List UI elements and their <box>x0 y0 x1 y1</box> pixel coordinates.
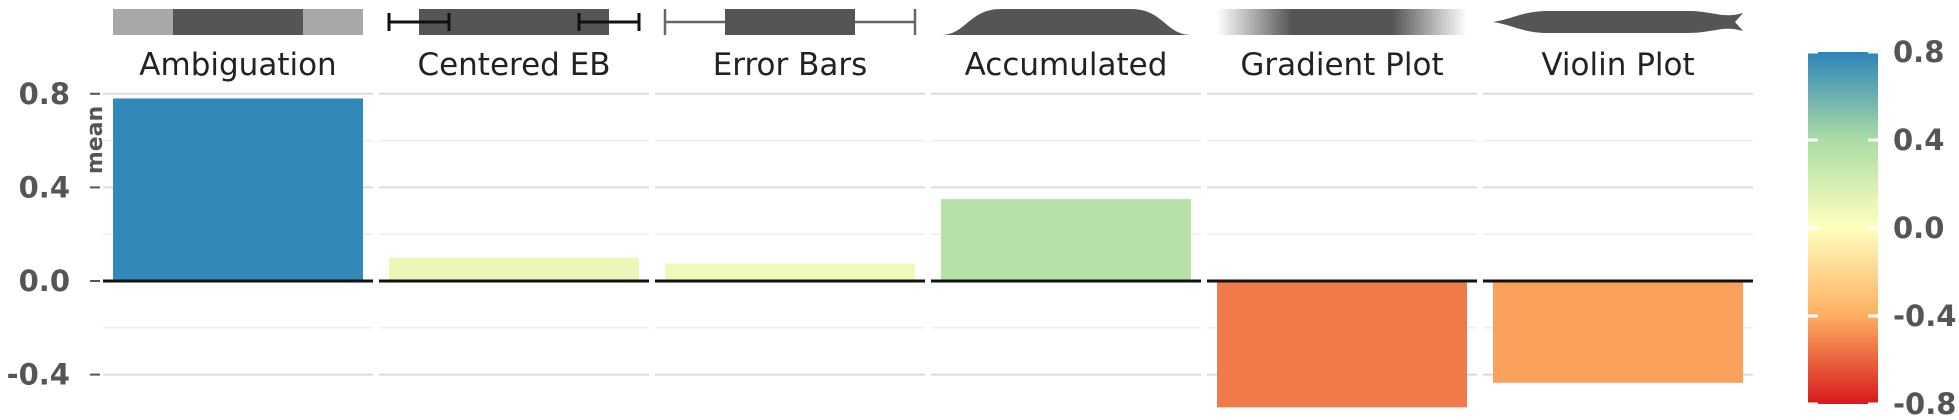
y-axis-ticks: 0.8 0.4 0.0 -0.4 <box>7 77 100 392</box>
bar <box>941 199 1191 281</box>
accumulated-icon <box>941 9 1191 35</box>
error-bars-icon <box>663 9 917 35</box>
bar <box>113 98 363 281</box>
violin-plot-icon <box>1493 11 1743 33</box>
color-legend: 0.8 0.4 0.0 -0.4 -0.8 <box>1808 35 1956 420</box>
panel-centered-eb: Centered EB <box>379 9 649 376</box>
panel-title: Ambiguation <box>139 47 336 83</box>
panel-title: Centered EB <box>417 47 610 83</box>
colorbar-tick-label: 0.4 <box>1893 123 1944 157</box>
bar <box>665 263 915 281</box>
panel-accumulated: Accumulated <box>931 9 1201 376</box>
bar <box>1493 281 1743 383</box>
y-tick-label: -0.4 <box>7 358 70 392</box>
colorbar-tick-label: -0.8 <box>1893 387 1956 420</box>
colorbar-gradient <box>1808 52 1878 404</box>
y-tick-label: 0.4 <box>19 170 70 204</box>
facet-panels: Ambiguation Centered EB Error Bars Accumula… <box>103 9 1753 408</box>
panel-title: Accumulated <box>965 47 1168 83</box>
gradient-plot-icon <box>1217 9 1467 35</box>
bar <box>389 257 639 281</box>
bar <box>1217 281 1467 408</box>
panel-gradient-plot: Gradient Plot <box>1207 9 1477 408</box>
panel-title: Gradient Plot <box>1240 47 1443 83</box>
panel-violin-plot: Violin Plot <box>1483 11 1753 383</box>
y-tick-label: 0.8 <box>19 77 70 111</box>
colorbar-tick-label: -0.4 <box>1893 299 1956 333</box>
colorbar-tick-label: 0.8 <box>1893 35 1944 69</box>
colorbar-tick-label: 0.0 <box>1893 211 1944 245</box>
y-tick-label: 0.0 <box>19 264 70 298</box>
centered-error-bar-icon <box>387 9 641 35</box>
panel-title: Violin Plot <box>1541 47 1694 83</box>
ambiguation-glyph-icon <box>113 9 363 35</box>
panel-ambiguation: Ambiguation <box>103 9 373 376</box>
panel-title: Error Bars <box>713 47 868 83</box>
panel-error-bars: Error Bars <box>655 9 925 376</box>
